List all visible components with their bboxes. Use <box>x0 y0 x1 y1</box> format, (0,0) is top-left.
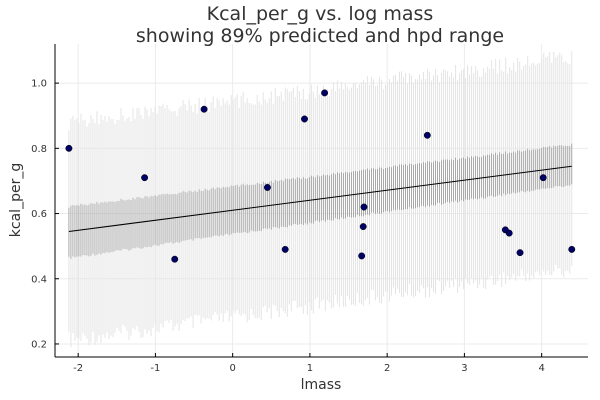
axis-ticks: -2 -1 0 1 2 3 4 0.2 0.4 0.6 0.8 1.0 <box>31 79 545 374</box>
data-point <box>65 144 73 152</box>
x-tick-label: 3 <box>461 363 467 374</box>
chart-title-line-2: showing 89% predicted and hpd range <box>136 25 504 47</box>
data-point <box>539 174 547 182</box>
chart-title-line-1: Kcal_per_g vs. log mass <box>207 3 434 25</box>
data-point <box>263 184 271 191</box>
data-point <box>516 249 524 257</box>
data-point <box>359 223 367 231</box>
y-tick-label: 0.8 <box>31 144 47 155</box>
data-point <box>505 229 513 237</box>
data-point <box>568 245 576 253</box>
data-point <box>200 105 208 113</box>
data-point <box>358 252 366 260</box>
x-tick-label: -1 <box>150 363 160 374</box>
y-axis-label: kcal_per_g <box>8 163 24 237</box>
y-tick-label: 0.6 <box>31 209 47 220</box>
mean-line <box>68 165 572 232</box>
mean-line-segment <box>68 165 572 232</box>
x-axis-label: lmass <box>301 377 342 393</box>
data-point <box>321 89 329 97</box>
y-tick-label: 0.4 <box>31 274 47 285</box>
data-points <box>65 89 576 263</box>
x-tick-label: -2 <box>73 363 83 374</box>
y-tick-label: 0.2 <box>31 339 47 350</box>
data-point <box>301 115 308 123</box>
data-point <box>423 131 431 139</box>
data-point <box>281 245 289 253</box>
y-tick-label: 1.0 <box>31 79 47 90</box>
x-tick-label: 1 <box>307 363 313 374</box>
data-point <box>171 255 179 263</box>
x-tick-label: 2 <box>384 363 390 374</box>
x-tick-label: 0 <box>229 363 235 374</box>
data-point <box>360 203 368 211</box>
data-point <box>141 174 149 182</box>
x-tick-label: 4 <box>538 363 544 374</box>
